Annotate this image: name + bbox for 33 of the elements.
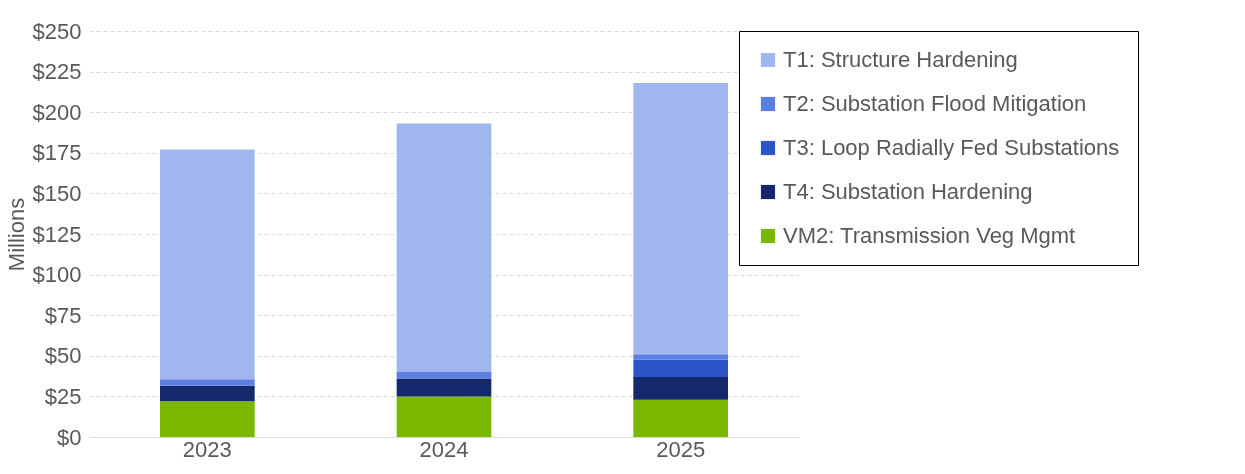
bar bbox=[633, 376, 728, 400]
bar bbox=[633, 82, 728, 355]
y-tick-label: $250 bbox=[32, 18, 82, 44]
bar bbox=[160, 385, 255, 402]
legend-label: T1: Structure Hardening bbox=[783, 47, 1018, 72]
y-tick-label: $175 bbox=[32, 140, 82, 166]
y-tick-label: $25 bbox=[44, 383, 82, 409]
bar bbox=[633, 354, 728, 360]
x-tick-label: 2025 bbox=[656, 436, 706, 462]
bar bbox=[396, 123, 492, 373]
y-tick-label: $50 bbox=[44, 343, 82, 369]
bar bbox=[396, 378, 492, 397]
y-tick-label: $125 bbox=[32, 221, 82, 247]
bar bbox=[396, 396, 492, 437]
bar bbox=[633, 399, 728, 437]
y-tick-label: $225 bbox=[32, 59, 82, 85]
y-tick-label: $200 bbox=[32, 99, 82, 125]
y-tick-label: $75 bbox=[44, 302, 82, 328]
legend-label: T3: Loop Radially Fed Substations bbox=[783, 135, 1120, 160]
y-axis-title: Millions bbox=[3, 197, 29, 272]
y-tick-label: $100 bbox=[32, 262, 82, 288]
legend-label: T4: Substation Hardening bbox=[783, 179, 1033, 204]
bar bbox=[396, 372, 492, 379]
x-tick-label: 2024 bbox=[419, 436, 469, 462]
legend-label: VM2: Transmission Veg Mgmt bbox=[783, 223, 1076, 248]
legend-label: T2: Substation Flood Mitigation bbox=[783, 91, 1087, 116]
x-tick-label: 2023 bbox=[182, 436, 232, 462]
bar bbox=[160, 401, 255, 437]
bar bbox=[160, 379, 255, 386]
y-tick-label: $150 bbox=[32, 180, 82, 206]
bar bbox=[633, 359, 728, 377]
bar bbox=[160, 149, 255, 380]
y-tick-label: $0 bbox=[57, 424, 82, 450]
